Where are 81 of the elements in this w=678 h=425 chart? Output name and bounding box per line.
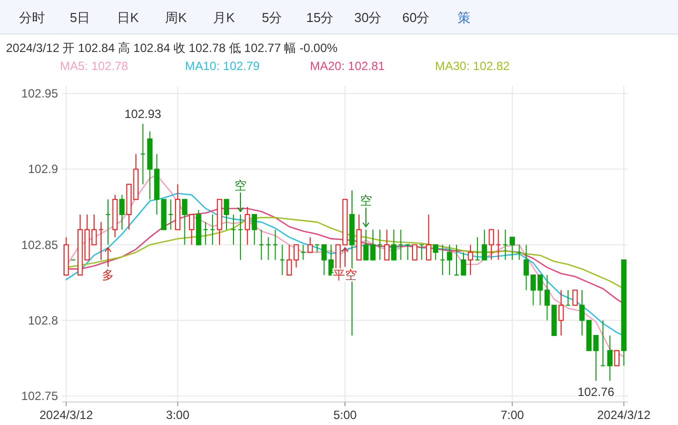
candlestick bbox=[244, 206, 250, 246]
candlestick bbox=[182, 198, 188, 246]
candlestick bbox=[377, 229, 383, 260]
x-tick-label: 3:00 bbox=[166, 408, 190, 422]
candlestick bbox=[607, 334, 613, 382]
text: 15分 bbox=[306, 10, 334, 25]
candlestick bbox=[105, 198, 111, 246]
candlestick bbox=[140, 123, 146, 185]
candlestick bbox=[488, 229, 494, 260]
text: 日K bbox=[117, 10, 140, 25]
y-tick-label: 102.85 bbox=[21, 238, 58, 252]
candlestick bbox=[593, 334, 599, 382]
y-tick-label: 102.95 bbox=[21, 86, 58, 101]
candlestick bbox=[440, 244, 446, 276]
candlestick bbox=[391, 229, 396, 260]
text: 5日 bbox=[70, 10, 90, 25]
candlestick bbox=[412, 244, 418, 260]
candlestick bbox=[510, 236, 515, 260]
candlestick bbox=[454, 244, 460, 276]
text: MA5: 102.78 bbox=[60, 59, 128, 73]
candlestick bbox=[252, 214, 258, 246]
candlestick bbox=[446, 244, 452, 276]
candlestick bbox=[224, 198, 230, 230]
y-tick-label: 102.9 bbox=[28, 162, 58, 176]
candlestick bbox=[384, 229, 390, 260]
candlestick bbox=[432, 244, 438, 260]
text: 策 bbox=[458, 10, 470, 25]
candlestick bbox=[474, 236, 480, 260]
text: 60分 bbox=[402, 10, 430, 25]
text: 5分 bbox=[262, 10, 282, 25]
annotation: 多 bbox=[102, 268, 114, 282]
candlestick bbox=[558, 290, 564, 336]
candlestick bbox=[405, 244, 410, 260]
candlestick bbox=[300, 244, 306, 260]
candlestick bbox=[98, 222, 104, 260]
candlestick bbox=[168, 198, 174, 230]
candlestick bbox=[600, 320, 606, 366]
candlestick bbox=[188, 214, 194, 246]
candlestick bbox=[119, 194, 125, 230]
text: MA20: 102.81 bbox=[310, 59, 386, 73]
annotation: 102.93 bbox=[124, 106, 162, 121]
candlestick bbox=[314, 244, 320, 253]
candlestick bbox=[502, 229, 508, 260]
candlestick bbox=[614, 350, 620, 366]
text: MA30: 102.82 bbox=[435, 59, 510, 73]
candlestick bbox=[238, 214, 244, 260]
text: 分时 bbox=[19, 10, 45, 25]
x-tick-label: 2024/3/12 bbox=[39, 408, 94, 422]
candlestick bbox=[280, 244, 285, 276]
chart-subtitle: 2024/3/12 开 102.84 高 102.84 收 102.78 低 102.77 幅 -0.00% bbox=[6, 41, 338, 55]
x-tick-label: 7:00 bbox=[500, 408, 524, 422]
candlestick bbox=[321, 244, 327, 276]
candlestick bbox=[496, 229, 502, 260]
text: MA10: 102.79 bbox=[185, 59, 260, 73]
candlestick bbox=[419, 244, 424, 260]
candlestick bbox=[258, 229, 264, 260]
candlestick bbox=[579, 290, 585, 336]
text: 月K bbox=[213, 10, 236, 25]
candlestick bbox=[482, 229, 488, 260]
candlestick bbox=[398, 229, 404, 260]
annotation: 空 bbox=[360, 194, 372, 208]
candlestick bbox=[565, 290, 571, 306]
candlestick bbox=[460, 252, 466, 276]
text: 周K bbox=[165, 10, 188, 25]
candlestick bbox=[307, 236, 313, 253]
candlestick bbox=[572, 290, 578, 306]
candlestick bbox=[272, 229, 278, 260]
candlestick bbox=[516, 244, 522, 260]
candlestick bbox=[202, 222, 208, 246]
candlestick bbox=[266, 236, 271, 260]
text: 30分 bbox=[354, 10, 382, 25]
annotation: 102.76 bbox=[578, 384, 615, 399]
candlestick bbox=[468, 244, 474, 276]
y-tick-label: 102.8 bbox=[28, 313, 58, 328]
x-tick-label: 2024/3/12 bbox=[597, 408, 651, 422]
candlestick bbox=[210, 214, 216, 246]
y-tick-label: 102.75 bbox=[21, 388, 58, 403]
annotation: 空 bbox=[234, 178, 246, 193]
candlestick bbox=[426, 214, 432, 260]
x-tick-label: 5:00 bbox=[333, 408, 357, 422]
candlestick bbox=[230, 214, 236, 246]
